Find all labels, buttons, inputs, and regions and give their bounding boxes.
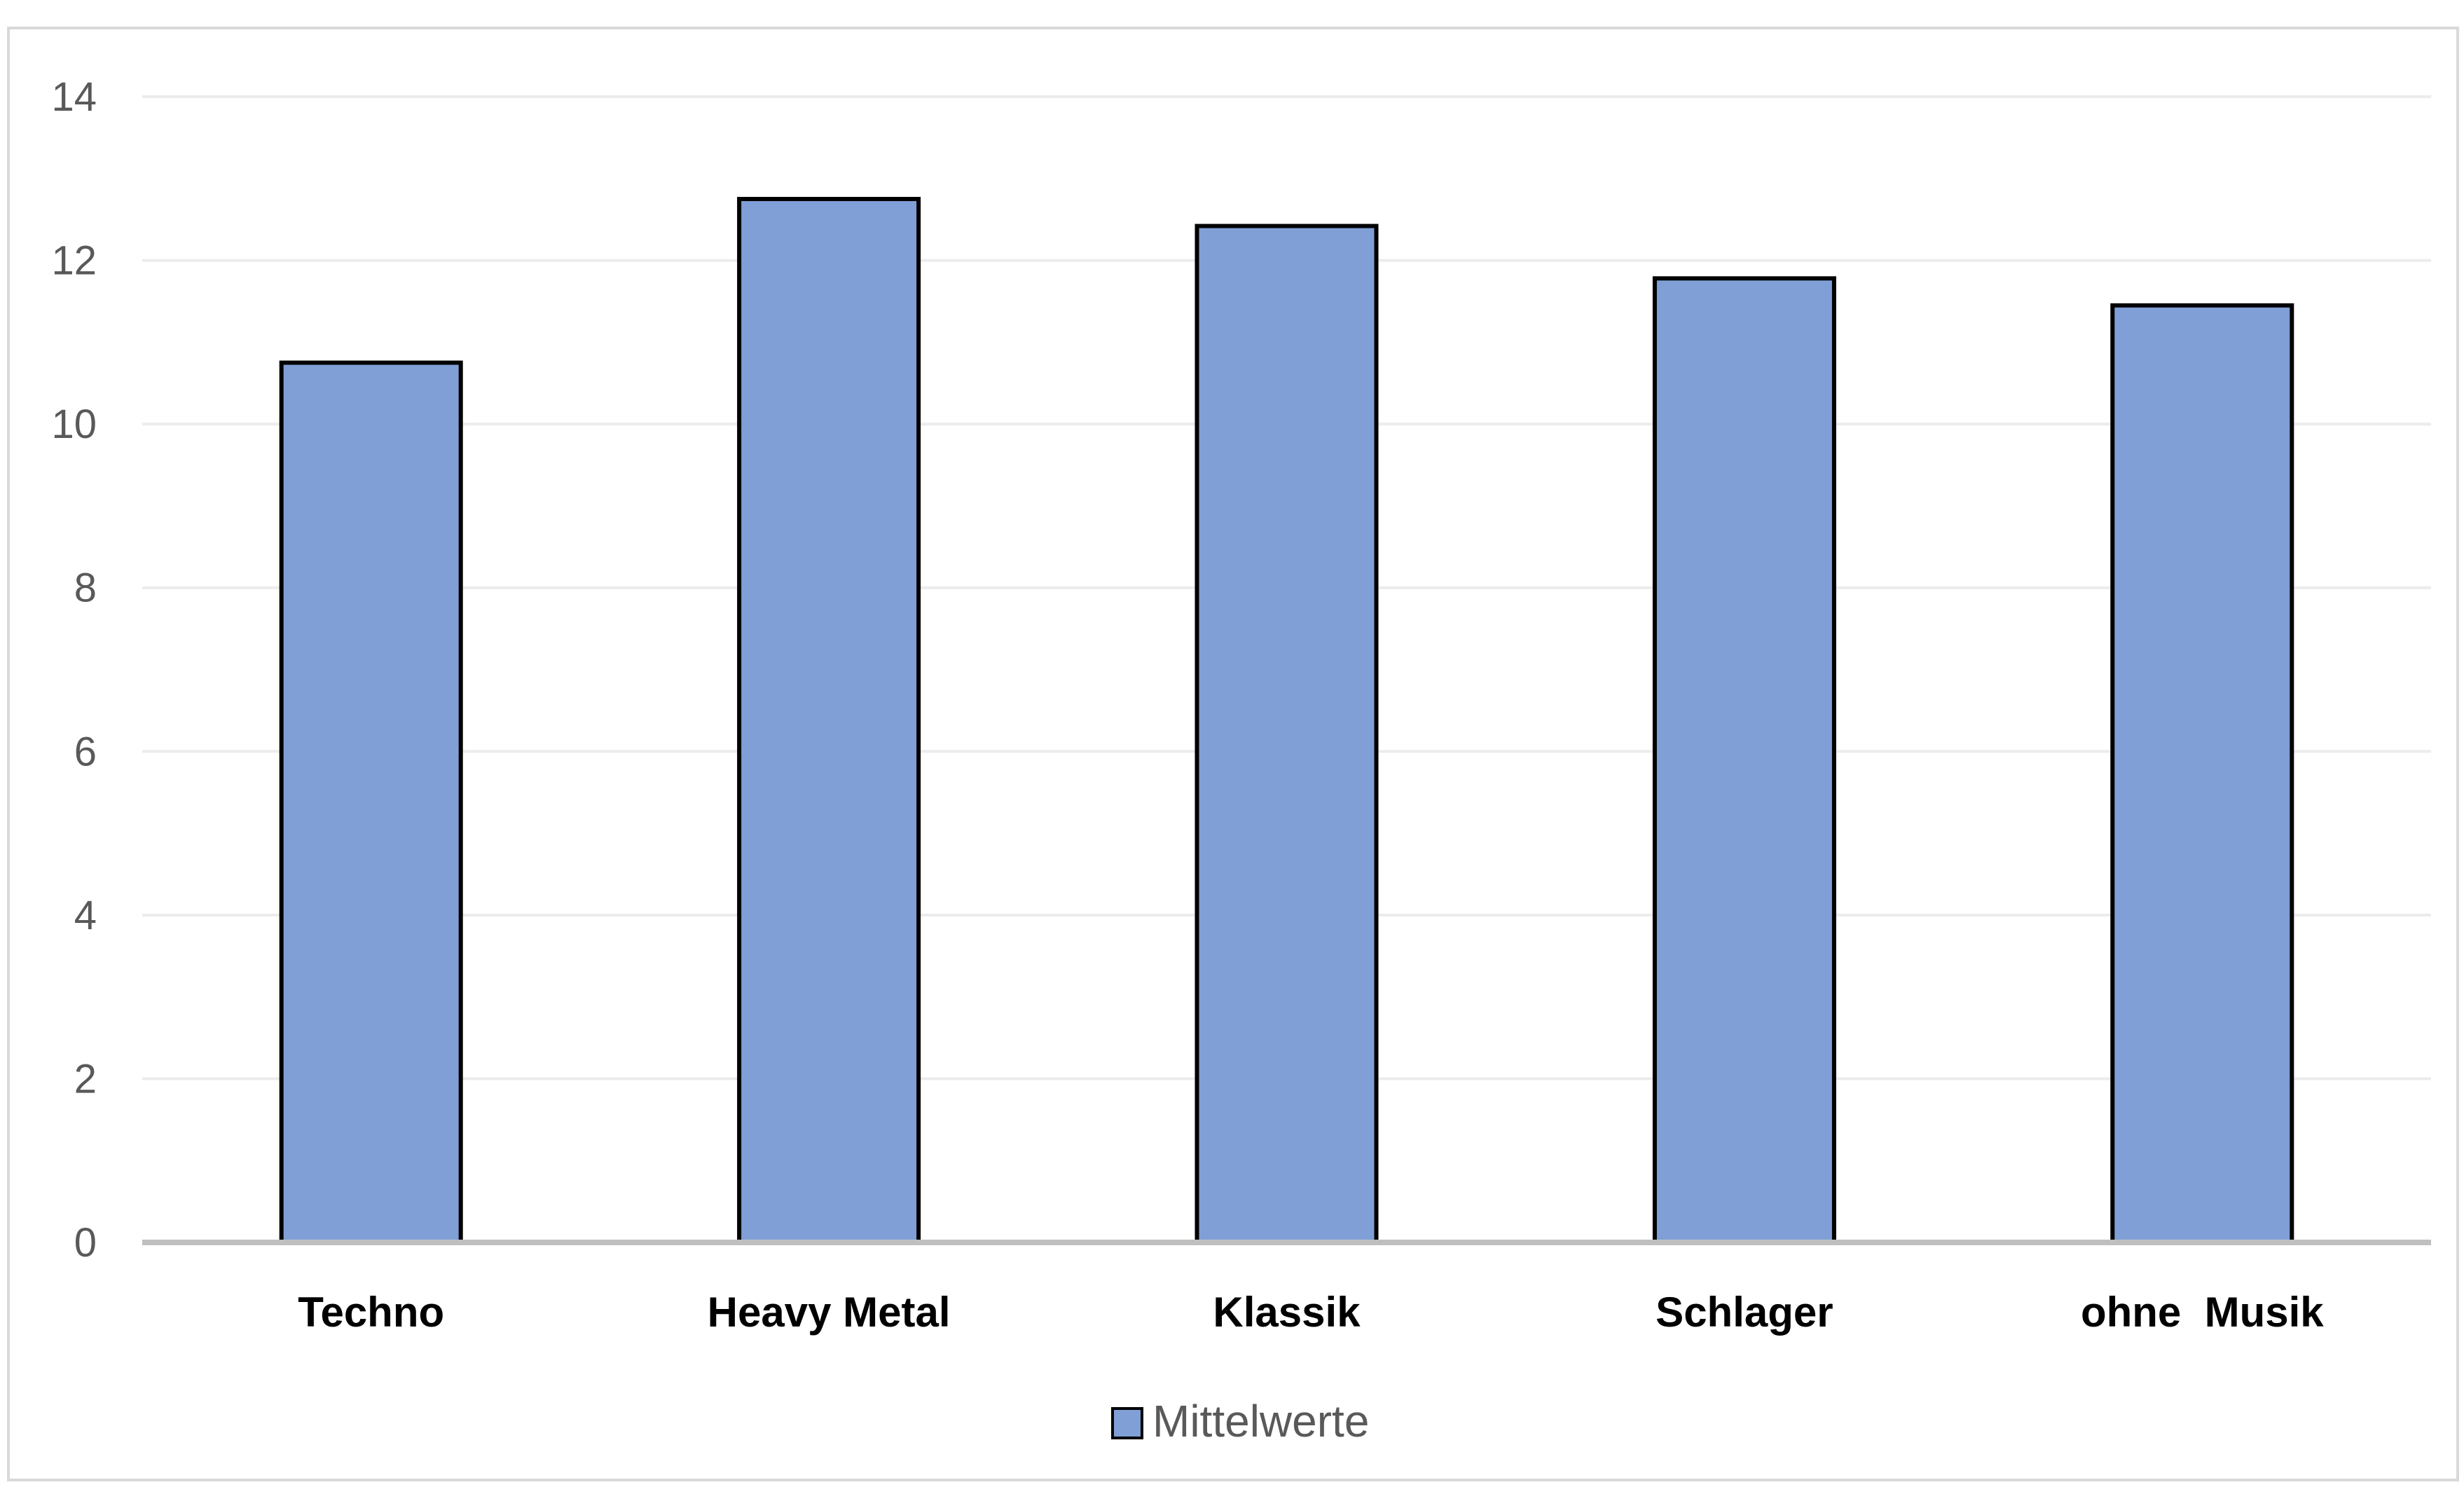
y-tick-label: 14 (51, 74, 97, 120)
legend-swatch (1111, 1407, 1143, 1439)
x-tick-label: Klassik (1213, 1289, 1361, 1336)
y-tick-label: 6 (74, 729, 97, 774)
x-axis-labels: Techno Heavy Metal Klassik Schlager ohne Mus… (298, 1289, 2324, 1336)
legend: Mittelwerte (1111, 1396, 1369, 1446)
bars (279, 196, 2294, 1245)
y-tick-label: 2 (74, 1056, 97, 1102)
y-tick-label: 10 (51, 402, 97, 447)
x-tick-label: ohne Musik (2081, 1289, 2324, 1336)
bar-techno (279, 360, 463, 1245)
y-tick-label: 12 (51, 238, 97, 284)
y-tick-label: 4 (74, 893, 97, 938)
y-tick-label: 8 (74, 566, 97, 611)
x-tick-label: Techno (298, 1289, 444, 1336)
legend-label: Mittelwerte (1152, 1396, 1369, 1446)
bar-heavy-metal (737, 196, 921, 1245)
x-tick-label: Heavy Metal (708, 1289, 951, 1336)
x-tick-label: Schlager (1656, 1289, 1833, 1336)
bar-ohne-musik (2110, 303, 2294, 1245)
bar-schlager (1652, 276, 1836, 1245)
y-tick-label: 0 (74, 1220, 97, 1266)
y-axis-ticks: 0 2 4 6 8 10 12 14 (51, 74, 97, 1266)
bar-klassik (1195, 224, 1379, 1245)
